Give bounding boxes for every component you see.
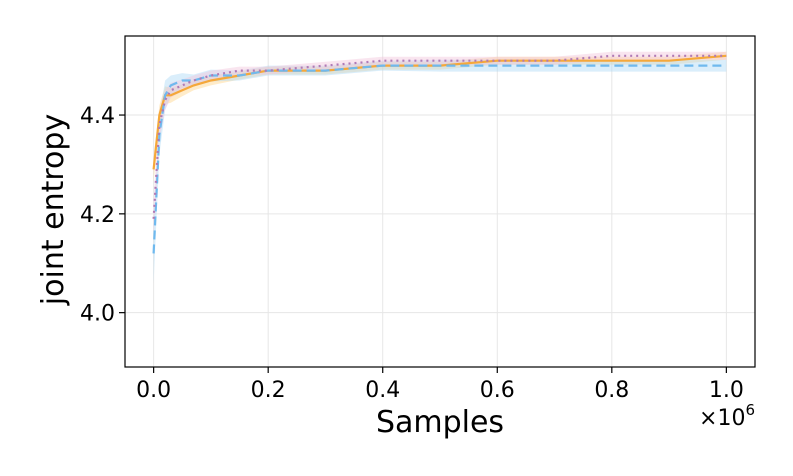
series-line-3 — [152, 54, 727, 219]
x-tick-label: 0.4 — [365, 378, 400, 403]
y-ticks: 4.0 4.2 4.4 — [80, 104, 125, 327]
x-tick-label: 0.0 — [136, 378, 171, 403]
y-tick-label: 4.4 — [80, 104, 115, 129]
y-axis-label: joint entropy — [36, 114, 71, 306]
series-band-2 — [153, 59, 727, 284]
confidence-bands — [153, 51, 727, 284]
x-tick-label: 0.8 — [594, 378, 629, 403]
y-tick-label: 4.2 — [80, 203, 115, 228]
x-scale-exponent: 6 — [745, 401, 755, 419]
x-tick-label: 0.6 — [480, 378, 515, 403]
y-tick-label: 4.0 — [80, 302, 115, 327]
x-axis-scale-label: ×106 — [699, 401, 755, 431]
plot-frame — [124, 35, 756, 368]
x-ticks: 0.0 0.2 0.4 0.6 0.8 1.0 — [136, 367, 744, 403]
series-lines — [152, 54, 727, 254]
x-axis-label: Samples — [376, 405, 504, 440]
x-tick-label: 0.2 — [251, 378, 286, 403]
x-scale-base: ×10 — [699, 406, 745, 431]
x-tick-label: 1.0 — [709, 378, 744, 403]
series-line-2 — [152, 64, 727, 254]
grid — [125, 36, 755, 367]
